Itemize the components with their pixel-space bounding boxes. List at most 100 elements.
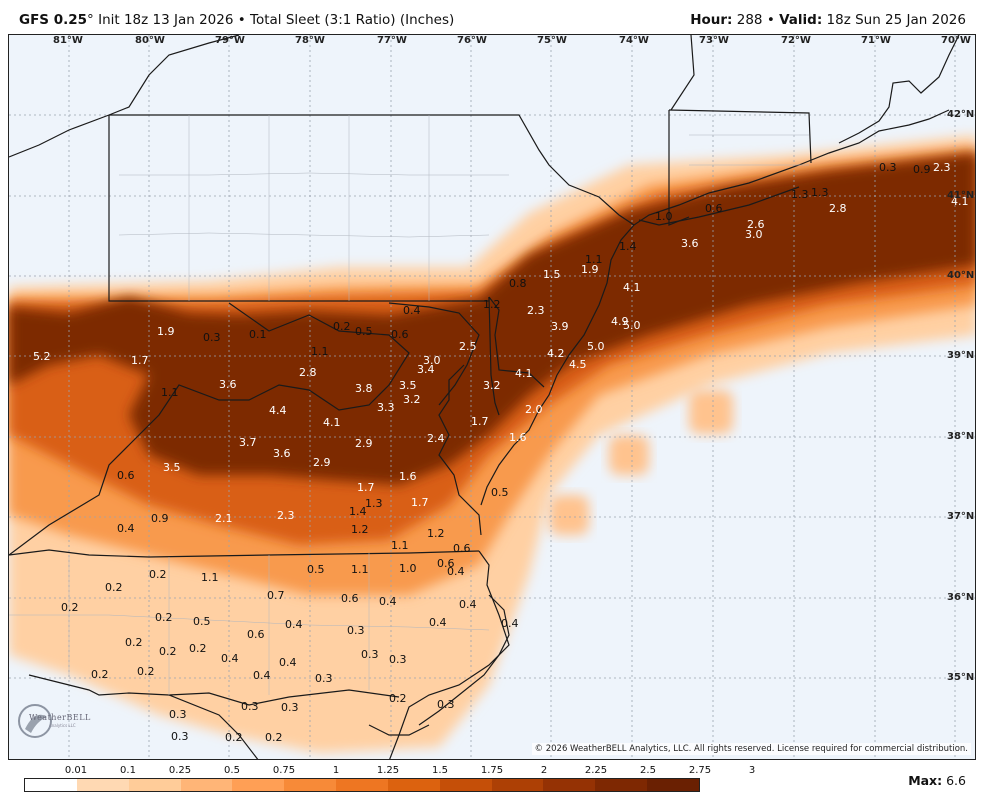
- model-name: GFS 0.25: [19, 12, 88, 28]
- logo-name: WeatherBELL: [29, 713, 91, 722]
- value-label: 0.6: [247, 628, 265, 641]
- value-label: 0.3: [437, 698, 455, 711]
- value-label: 0.4: [279, 656, 297, 669]
- lat-41n: 41°N: [947, 190, 975, 201]
- value-label: 4.1: [951, 195, 969, 208]
- value-label: 0.6: [341, 592, 359, 605]
- bullet-separator-2: •: [766, 12, 775, 28]
- colorbar-swatch: [284, 779, 337, 791]
- state-boundaries: [9, 35, 812, 759]
- value-label: 0.3: [171, 730, 189, 743]
- isolated-cell: [689, 390, 733, 434]
- value-label: 5.0: [587, 340, 605, 353]
- lat-40n: 40°N: [947, 270, 975, 281]
- value-label: 3.0: [423, 354, 441, 367]
- map-panel[interactable]: 5.2 1.9 0.3 0.1 0.2 0.5 0.6 0.4 1.7 1.1 2.8 3.0 3.4 2…: [8, 34, 976, 760]
- value-label: 0.5: [193, 615, 211, 628]
- value-label: 0.1: [249, 328, 267, 341]
- value-label: 2.6: [747, 218, 765, 231]
- value-label: 0.4: [459, 598, 477, 611]
- value-label: 5.0: [623, 319, 641, 332]
- isolated-cell: [609, 435, 649, 475]
- lon-74w: 74°W: [619, 35, 649, 46]
- lon-80w: 80°W: [135, 35, 165, 46]
- value-label: 1.7: [131, 354, 149, 367]
- colorbar-swatch: [543, 779, 596, 791]
- value-label: 1.2: [351, 523, 369, 536]
- copyright-notice: © 2026 WeatherBELL Analytics, LLC. All r…: [531, 743, 971, 755]
- value-label: 1.4: [619, 240, 637, 253]
- value-label: 0.3: [169, 708, 187, 721]
- value-label: 1.0: [399, 562, 417, 575]
- lon-75w: 75°W: [537, 35, 567, 46]
- value-label: 0.3: [281, 701, 299, 714]
- value-label: 2.8: [299, 366, 317, 379]
- value-label: 0.6: [391, 328, 409, 341]
- colorbar-tick-label: 2.5: [640, 765, 656, 776]
- value-label: 0.2: [149, 568, 167, 581]
- lat-38n: 38°N: [947, 431, 975, 442]
- value-label: 1.5: [543, 268, 561, 281]
- max-value: 6.6: [946, 773, 966, 788]
- value-label: 4.5: [569, 358, 587, 371]
- bullet-separator: •: [237, 12, 246, 28]
- value-label: 0.4: [429, 616, 447, 629]
- colorbar-swatch: [128, 779, 181, 791]
- isolated-cell: [549, 495, 589, 535]
- hour-label: Hour:: [690, 12, 733, 28]
- value-label: 0.5: [307, 563, 325, 576]
- lon-77w: 77°W: [377, 35, 407, 46]
- value-label: 2.3: [527, 304, 545, 317]
- value-label: 5.2: [33, 350, 51, 363]
- value-label: 1.1: [311, 345, 329, 358]
- value-label: 0.2: [137, 665, 155, 678]
- value-label: 0.2: [155, 611, 173, 624]
- value-label: 0.4: [501, 617, 519, 630]
- colorbar-swatch: [336, 779, 388, 791]
- value-label: 1.7: [471, 415, 489, 428]
- value-label: 3.5: [399, 379, 417, 392]
- lat-lon-grid: [9, 35, 975, 759]
- value-label: 1.1: [391, 539, 409, 552]
- value-label: 0.3: [361, 648, 379, 661]
- value-label: 3.5: [163, 461, 181, 474]
- value-label: 1.0: [655, 210, 673, 223]
- colorbar-tick-label: 1.5: [432, 765, 448, 776]
- colorbar-swatch: [491, 779, 544, 791]
- colorbar-tick-label: 2.75: [688, 765, 712, 776]
- value-label: 1.4: [349, 505, 367, 518]
- valid-label: Valid:: [779, 12, 823, 28]
- value-label: 1.3: [791, 188, 809, 201]
- forecast-valid: Hour: 288 • Valid: 18z Sun 25 Jan 2026: [690, 12, 966, 28]
- county-lines: [9, 115, 809, 695]
- value-label: 0.3: [241, 700, 259, 713]
- value-label: 2.9: [313, 456, 331, 469]
- value-label: 0.4: [253, 669, 271, 682]
- value-label: 1.6: [399, 470, 417, 483]
- value-label: 3.9: [551, 320, 569, 333]
- max-label-text: Max:: [908, 773, 943, 788]
- value-label: 0.3: [389, 653, 407, 666]
- lon-81w: 81°W: [53, 35, 83, 46]
- value-label: 2.9: [355, 437, 373, 450]
- value-label: 0.2: [91, 668, 109, 681]
- max-value-label: Max: 6.6: [908, 773, 966, 788]
- value-label: 0.4: [221, 652, 239, 665]
- init-time: Init 18z 13 Jan 2026: [98, 12, 234, 28]
- colorbar-tick-label: 2.25: [584, 765, 608, 776]
- value-label: 4.1: [623, 281, 641, 294]
- value-label: 0.2: [389, 692, 407, 705]
- value-label: 0.8: [509, 277, 527, 290]
- colorbar-tick-label: 0.1: [120, 765, 136, 776]
- header-bar: GFS 0.25° Init 18z 13 Jan 2026 • Total S…: [0, 0, 984, 34]
- logo-subtitle: Analytics LLC: [49, 723, 76, 728]
- value-label: 0.2: [125, 636, 143, 649]
- value-label: 0.4: [285, 618, 303, 631]
- value-label: 3.3: [377, 401, 395, 414]
- value-label: 0.4: [403, 304, 421, 317]
- colorbar-tick-label: 2: [540, 765, 548, 776]
- colorbar: [24, 778, 700, 792]
- lat-37n: 37°N: [947, 511, 975, 522]
- value-label: 1.1: [201, 571, 219, 584]
- value-label: 4.1: [323, 416, 341, 429]
